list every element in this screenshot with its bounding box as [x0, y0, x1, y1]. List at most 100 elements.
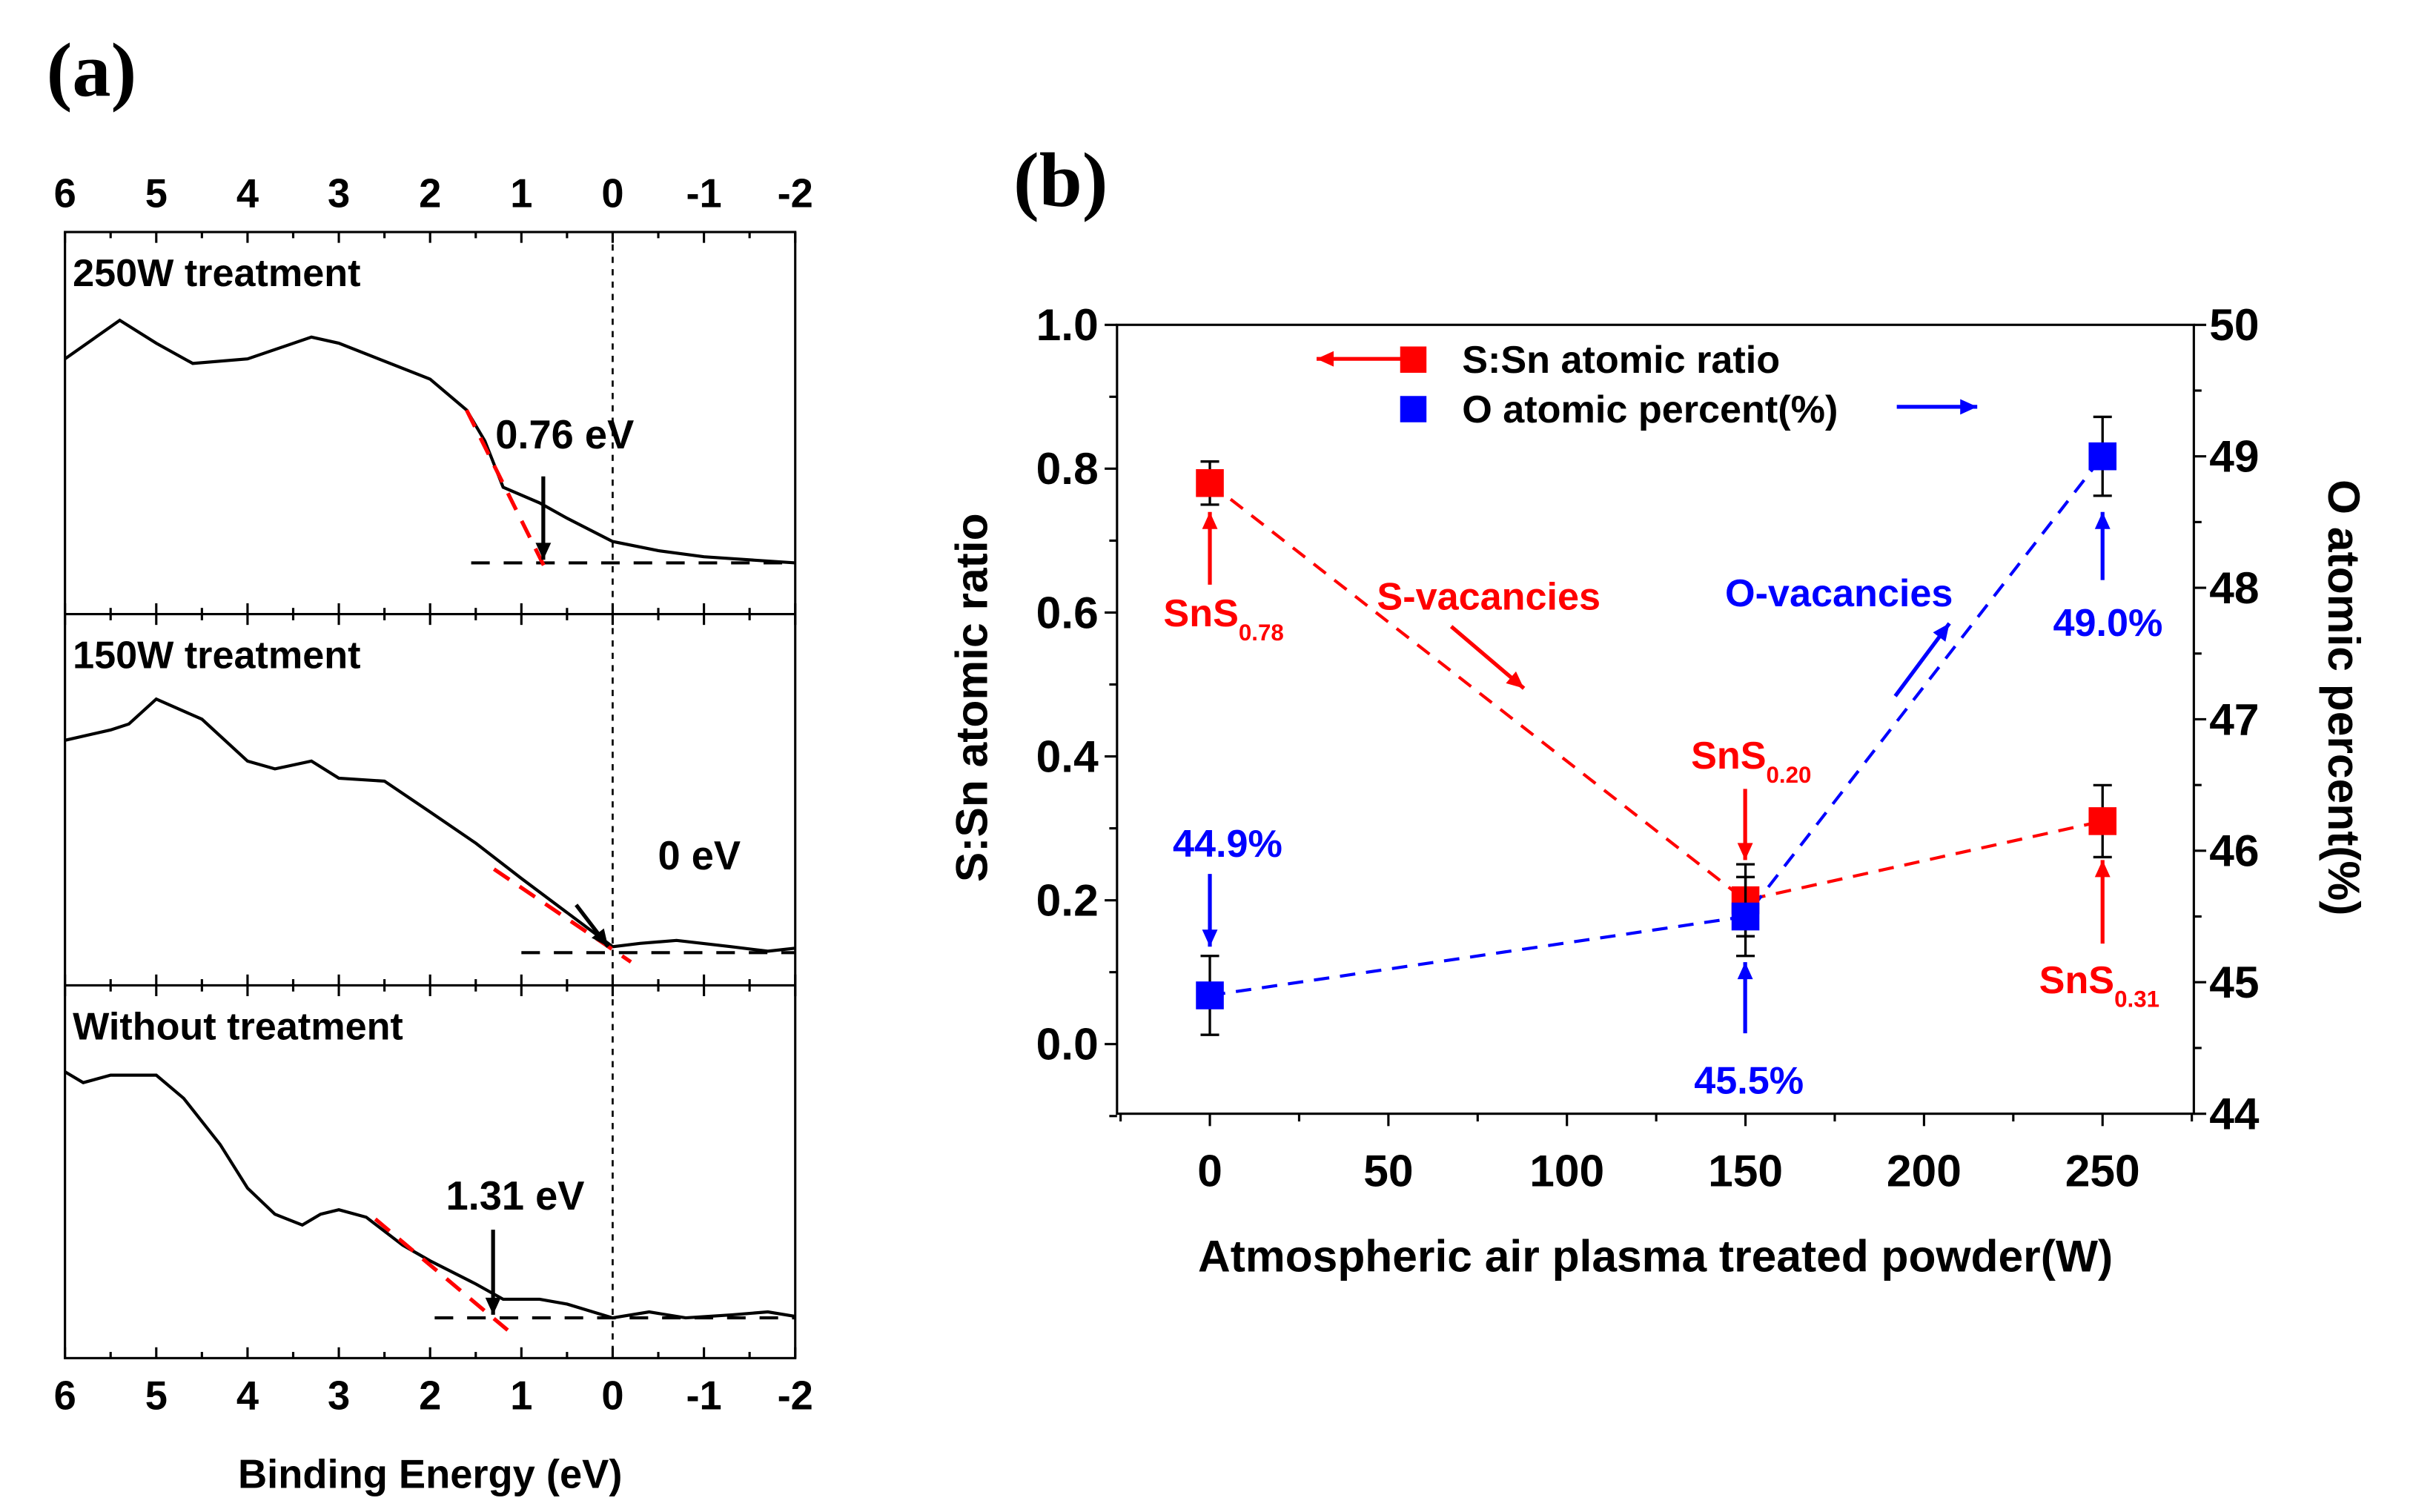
y2-axis-label: O atomic percent(%) [2319, 480, 2369, 915]
annotation-arrow-head [2094, 860, 2111, 878]
data-point-o-percent [2088, 442, 2117, 471]
annotation-main: SnS [2039, 959, 2114, 1002]
panel-title: Without treatment [73, 1005, 403, 1048]
data-point-o-percent [1731, 902, 1760, 931]
y-tick-label: 0.6 [1036, 587, 1099, 637]
data-point-o-percent [1196, 981, 1224, 1009]
annotation-arrow-head [1202, 511, 1218, 529]
y-tick-label: 0.0 [1036, 1019, 1099, 1070]
annotation-arrow [2094, 860, 2111, 944]
onset-arrow [575, 903, 610, 948]
annotation-main: SnS [1691, 735, 1766, 777]
data-point-s-sn-ratio [1196, 468, 1224, 497]
annotation-subscript: 0.78 [1239, 620, 1284, 646]
onset-arrow [535, 476, 552, 560]
s-vacancies-arrow [1449, 625, 1526, 690]
annotation-main: 49.0% [2053, 602, 2162, 645]
o-vacancies-arrow-head [1933, 623, 1950, 642]
annotation-main: S-vacancies [1377, 575, 1601, 618]
spectrum-line [64, 318, 795, 565]
annotation-label: 45.5% [1694, 1060, 1804, 1103]
x-tick-label-top: 1 [510, 172, 532, 216]
y2-tick-label: 46 [2209, 826, 2259, 876]
x-tick-label-bottom: 2 [419, 1373, 441, 1418]
annotation-arrow [2094, 511, 2111, 580]
y2-tick-label: 50 [2209, 299, 2259, 350]
y2-tick-label: 45 [2209, 957, 2259, 1007]
annotation-arrow-head [1737, 843, 1753, 861]
x-tick-label-top: 4 [236, 172, 259, 216]
onset-arrow-head [535, 543, 552, 560]
spectrum-line [64, 697, 795, 953]
panel-a-frame [64, 231, 797, 1359]
x-tick-label-bottom: -2 [778, 1373, 813, 1418]
x-tick-label-bottom: 4 [236, 1373, 259, 1418]
x-axis-label: Binding Energy (eV) [238, 1453, 622, 1497]
series-0-dashed-line [1208, 482, 2103, 902]
legend-left-axis-arrow-head [1317, 351, 1334, 367]
legend-label: S:Sn atomic ratio [1462, 339, 1780, 382]
annotation-label: O-vacancies [1725, 572, 1953, 615]
x-tick-label-bottom: 5 [145, 1373, 168, 1418]
x-tick-label-bottom: -1 [686, 1373, 721, 1418]
panel-label-a: (a) [47, 27, 137, 113]
y2-tick-label: 49 [2209, 431, 2259, 482]
tangent-fit-line [374, 1217, 509, 1332]
panel-title: 150W treatment [73, 634, 360, 677]
y-tick-label: 0.4 [1036, 731, 1099, 781]
annotation-subscript: 0.20 [1767, 762, 1812, 788]
x-tick-label: 100 [1529, 1146, 1604, 1196]
y2-tick-label: 44 [2209, 1089, 2260, 1139]
legend-marker-blue [1400, 396, 1427, 422]
tangent-fit-line [492, 867, 632, 964]
panel-title: 250W treatment [73, 252, 360, 295]
x-tick-label: 250 [2065, 1146, 2140, 1196]
o-vacancies-arrow [1893, 622, 1951, 697]
annotation-arrow [1737, 789, 1753, 861]
x-tick-label-top: 3 [328, 172, 350, 216]
annotation-label: SnS0.31 [2039, 959, 2159, 1012]
panel-label-b: (b) [1013, 137, 1108, 223]
annotation-subscript: 0.31 [2114, 987, 2159, 1012]
x-tick-label-top: -2 [778, 172, 813, 216]
annotation-arrow-head [1202, 929, 1218, 947]
spectrum-line [64, 1070, 796, 1320]
annotation-arrow [1202, 874, 1218, 947]
x-tick-label-top: 2 [419, 172, 441, 216]
y2-tick-label: 47 [2209, 694, 2259, 744]
x-tick-label: 50 [1363, 1146, 1413, 1196]
legend-label: O atomic percent(%) [1462, 388, 1838, 431]
y-tick-label: 0.2 [1036, 875, 1099, 926]
annotation-arrow [1737, 962, 1753, 1034]
legend-right-axis-arrow-head [1960, 399, 1978, 415]
x-tick-label-bottom: 1 [510, 1373, 532, 1418]
data-point-s-sn-ratio [2088, 807, 2117, 835]
annotation-label: SnS0.20 [1691, 735, 1811, 788]
x-tick-label: 0 [1197, 1146, 1222, 1196]
legend-marker-red [1400, 346, 1427, 373]
annotation-label: 49.0% [2053, 602, 2162, 645]
annotation-arrow [1202, 511, 1218, 585]
annotation-label: SnS0.78 [1163, 592, 1283, 646]
annotation-label: 44.9% [1173, 823, 1282, 866]
x-tick-label-top: 5 [145, 172, 168, 216]
y-axis-label: S:Sn atomic ratio [947, 513, 997, 882]
y2-tick-label: 48 [2209, 563, 2259, 613]
onset-label: 0 eV [658, 834, 741, 878]
annotation-arrow-head [1737, 962, 1753, 980]
onset-arrow-head [485, 1297, 501, 1315]
x-tick-label-bottom: 3 [328, 1373, 350, 1418]
legend-left-axis-arrow [1317, 351, 1416, 367]
onset-label: 1.31 eV [446, 1174, 584, 1218]
x-tick-label: 200 [1887, 1146, 1962, 1196]
annotation-main: SnS [1163, 592, 1238, 635]
x-tick-label-top: 6 [54, 172, 76, 216]
onset-label: 0.76 eV [495, 413, 634, 457]
onset-arrow-head [592, 928, 609, 947]
x-tick-label: 150 [1708, 1146, 1783, 1196]
x-tick-label-top: 0 [601, 172, 623, 216]
x-tick-label-bottom: 6 [54, 1373, 76, 1418]
annotation-arrow-head [2094, 511, 2111, 529]
s-vacancies-arrow-head [1506, 671, 1524, 689]
